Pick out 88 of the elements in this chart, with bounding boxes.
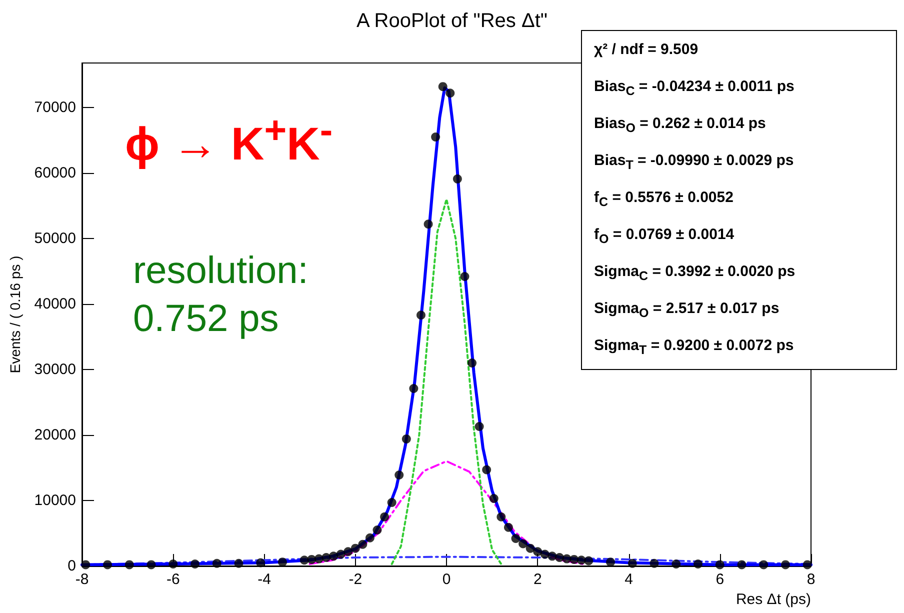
x-tick-label: 2 [533,571,542,588]
point [474,422,484,431]
point [672,560,681,569]
point [307,554,316,564]
x-tick-label: 0 [442,571,451,588]
point [489,494,498,504]
point [715,560,724,570]
point [344,547,353,556]
y-tick-label: 30000 [34,361,76,378]
annotation: f$_{C}$ = 0.5576 ± 0.0052 [594,188,734,211]
annotation: Bias$_{O}$ = 0.262 ± 0.014 ps [594,114,767,137]
chart-title: A RooPlot of "Res Δt" [356,10,548,32]
point [533,547,542,556]
point [482,465,492,474]
point [460,272,470,282]
point [694,560,703,569]
point [322,552,331,562]
point [468,358,477,368]
point [402,434,411,444]
point [234,558,244,568]
point [628,558,637,568]
point [431,132,440,142]
annotation: Sigma$_{T}$ = 0.9200 ± 0.0072 ps [594,336,795,359]
point [81,560,90,570]
point [146,560,156,570]
annotation: Bias$_{T}$ = -0.09990 ± 0.0029 ps [594,151,795,174]
point [365,533,374,542]
x-axis-title: Res Δt (ps) [736,591,812,608]
point [103,560,112,570]
point [358,540,368,549]
point [555,552,564,562]
annotation: resolution: [133,250,308,292]
point [518,539,528,548]
point [780,560,790,570]
point [526,544,535,553]
annotation: Bias$_{C}$ = -0.04234 ± 0.0011 ps [594,77,796,100]
point [256,558,266,568]
annotation: 0.752 ps [133,298,279,340]
x-tick-label: 8 [806,571,816,588]
x-tick-label: -8 [75,571,89,588]
annotation: Sigma$_{C}$ = 0.3992 ± 0.0020 ps [594,262,796,285]
line-series [390,198,502,566]
point [190,560,200,569]
point [329,552,338,561]
y-tick-label: 40000 [34,296,76,313]
y-tick-label: 50000 [34,230,76,248]
point [511,534,520,543]
x-tick-label: 6 [716,571,724,588]
point [124,560,134,570]
annotation: ϕ → K$^{+}$K$^{-}$ [125,109,333,170]
point [496,512,506,522]
point [504,522,513,532]
point [394,470,404,480]
point [350,544,360,553]
y-tick-label: 10000 [34,492,76,510]
point [446,88,455,98]
annotation: Sigma$_{O}$ = 2.517 ± 0.017 ps [594,299,780,322]
point [409,384,418,394]
x-tick-label: -4 [258,571,271,588]
point [380,512,390,522]
point [584,556,594,566]
point [540,550,550,559]
point [759,560,768,570]
point [802,560,812,570]
text: χ² / ndf = 9.509 [594,41,698,58]
point [438,82,448,92]
point [737,560,746,570]
y-axis-title: Events / ( 0.16 ps ) [7,256,23,374]
point [650,558,659,568]
annotation: f$_{O}$ = 0.0769 ± 0.0014 [594,225,736,248]
point [168,560,178,569]
point [372,525,382,534]
point [336,550,346,559]
y-tick-label: 60000 [34,164,76,182]
point [387,498,396,507]
x-tick-label: -2 [348,571,362,588]
point [570,554,579,564]
x-tick-label: 4 [624,571,633,588]
x-tick-label: -6 [166,571,180,588]
y-tick-label: 20000 [34,426,76,444]
point [548,552,557,561]
y-tick-label: 0 [68,558,76,574]
y-tick-label: 70000 [34,99,76,116]
point [424,220,433,229]
point [212,558,222,568]
point [416,310,426,320]
point [314,554,324,564]
point [452,174,462,184]
